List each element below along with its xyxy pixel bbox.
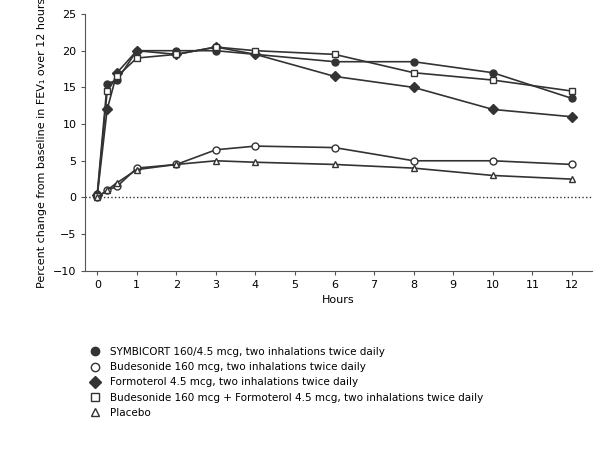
- Legend: SYMBICORT 160/4.5 mcg, two inhalations twice daily, Budesonide 160 mcg, two inha: SYMBICORT 160/4.5 mcg, two inhalations t…: [85, 343, 488, 422]
- X-axis label: Hours: Hours: [322, 296, 355, 305]
- Y-axis label: Percent change from baseline in FEV₁ over 12 hours: Percent change from baseline in FEV₁ ove…: [37, 0, 48, 288]
